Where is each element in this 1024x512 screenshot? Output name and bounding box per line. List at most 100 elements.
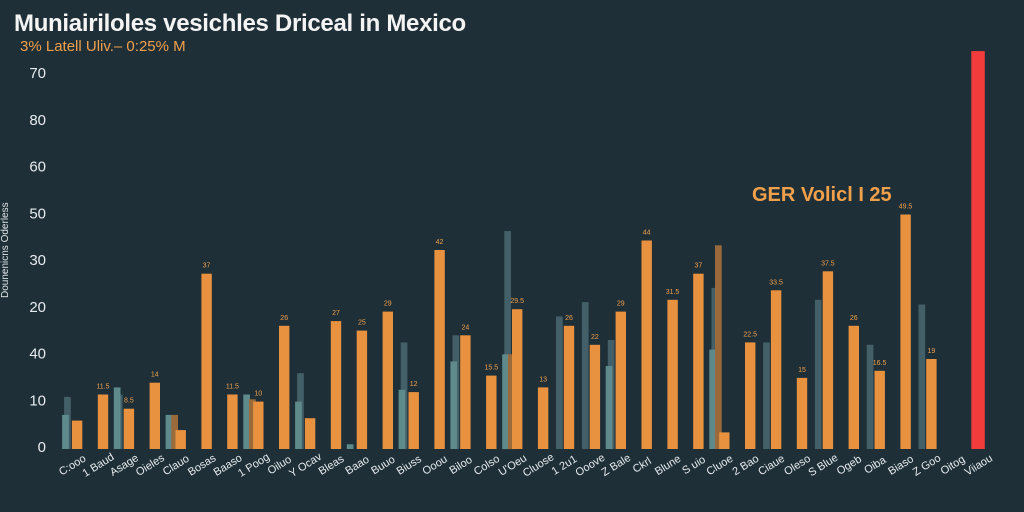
x-tick-label: 1 2u1: [550, 453, 580, 478]
x-tick-label: Biuss: [395, 453, 425, 478]
y-tick-label: 30: [29, 252, 46, 269]
y-tick-label: 70: [29, 65, 46, 82]
bar-teal: [62, 414, 69, 449]
x-tick-label: Oieles: [134, 452, 167, 479]
bar-orange: [796, 377, 808, 449]
bar-orange: [745, 342, 756, 449]
data-label: 15: [798, 367, 806, 374]
bar-orange: [874, 370, 885, 449]
data-label: 33.5: [769, 279, 783, 286]
data-label: 11.5: [226, 384, 239, 391]
bar-teal: [346, 444, 354, 449]
bar-teal: [243, 394, 250, 449]
bar-orange: [615, 311, 626, 449]
data-label: 26: [850, 315, 858, 322]
x-tick-label: Z Bale: [600, 452, 633, 479]
x-tick-label: Biloo: [447, 454, 474, 477]
bar-orange: [563, 325, 575, 449]
data-label: 10: [254, 391, 262, 398]
y-tick-label: 50: [29, 205, 46, 222]
data-label: 31.5: [666, 289, 680, 296]
bar-orange: [123, 408, 135, 449]
bar-orange: [900, 214, 911, 449]
bar-teal: [450, 361, 458, 449]
bar-orange: [486, 375, 497, 449]
bar-teal: [709, 349, 716, 449]
bar-slate: [504, 231, 511, 449]
bar-orange: [822, 271, 834, 449]
data-label: 37.5: [821, 260, 835, 267]
bar-orange: [434, 250, 445, 449]
data-label: 12: [410, 381, 418, 388]
chart-title: Muniairiloles vesichles Driceal in Mexic…: [14, 10, 466, 37]
bar-orange: [330, 321, 342, 449]
x-tick-label: Ckrl: [631, 455, 654, 476]
data-label: 37: [203, 263, 211, 270]
data-label: 29: [384, 301, 392, 308]
x-tick-label: Oitog: [939, 453, 968, 477]
x-tick-label: Blune: [653, 453, 683, 478]
x-tick-label: Ciaue: [756, 453, 787, 478]
bar-orange: [848, 325, 859, 449]
bar-brown: [171, 414, 178, 449]
chart-subtitle: 3% Latell Uliv.– 0:25% M: [20, 38, 186, 55]
chart-annotation: GER Volicl I 25: [752, 184, 892, 206]
y-tick-label: 10: [29, 392, 46, 409]
bar-brown: [249, 399, 256, 449]
bar-teal: [502, 354, 509, 450]
bar-orange: [537, 387, 549, 449]
data-label: 42: [436, 239, 444, 246]
data-label: 19: [928, 348, 936, 355]
bar-teal: [165, 414, 173, 449]
y-tick-label: 60: [29, 159, 46, 176]
data-label: 29.5: [510, 298, 524, 305]
y-tick-label: 80: [29, 112, 46, 129]
data-label: 24: [462, 324, 470, 331]
bar-orange: [667, 299, 678, 449]
data-label: 8.5: [124, 398, 134, 405]
y-ticks: 70 80 60 50 30 20 40 10 0: [29, 65, 46, 456]
data-label: 22.5: [743, 331, 757, 338]
bar-slate: [814, 299, 822, 449]
data-labels: 11.5 8.5 14 37 11.5 10 26 27 25 29 12 42 24 15.5 29.5 1…: [96, 204, 935, 405]
data-label: 25: [358, 320, 366, 327]
x-tick-label: S uio: [680, 454, 708, 477]
y-tick-label: 40: [29, 346, 46, 363]
x-tick-label: Viiaou: [963, 452, 995, 478]
x-tick-label: Colso: [472, 453, 502, 478]
bar-slate: [763, 342, 770, 449]
bar-orange: [149, 382, 160, 449]
data-label: 27: [332, 310, 340, 317]
bar-orange: [356, 330, 368, 449]
data-label: 37: [695, 263, 703, 270]
bar-orange: [719, 432, 730, 449]
data-label: 14: [151, 372, 159, 379]
x-tick-label: Ooove: [573, 452, 607, 479]
x-tick-label: Baao: [343, 454, 371, 478]
bar-orange: [641, 240, 652, 449]
bar-orange: [693, 273, 704, 449]
data-label: 44: [643, 230, 651, 237]
bar-slate: [581, 302, 589, 449]
bar-orange: [253, 401, 264, 449]
x-tick-label: Buuo: [369, 454, 397, 478]
data-label: 16.5: [873, 360, 887, 367]
x-tick-label: Ogeb: [835, 453, 864, 477]
bar-orange: [926, 359, 937, 449]
x-tick-label: Biaso: [886, 453, 916, 478]
data-label: 26: [565, 315, 573, 322]
x-tick-label: Clauo: [161, 453, 192, 478]
bar-slate: [556, 316, 563, 449]
bar-teal: [605, 366, 613, 449]
bar-orange: [279, 325, 290, 449]
x-tick-label: 2 Bao: [730, 453, 761, 478]
x-tick-label: Cluoe: [705, 453, 736, 478]
data-label: 22: [591, 334, 599, 341]
data-label: 29: [617, 301, 625, 308]
bar-orange: [589, 344, 601, 449]
x-tick-label: Ooou: [421, 453, 450, 477]
y-tick-label: 0: [38, 439, 46, 456]
x-tick-label: Oiba: [862, 454, 889, 477]
